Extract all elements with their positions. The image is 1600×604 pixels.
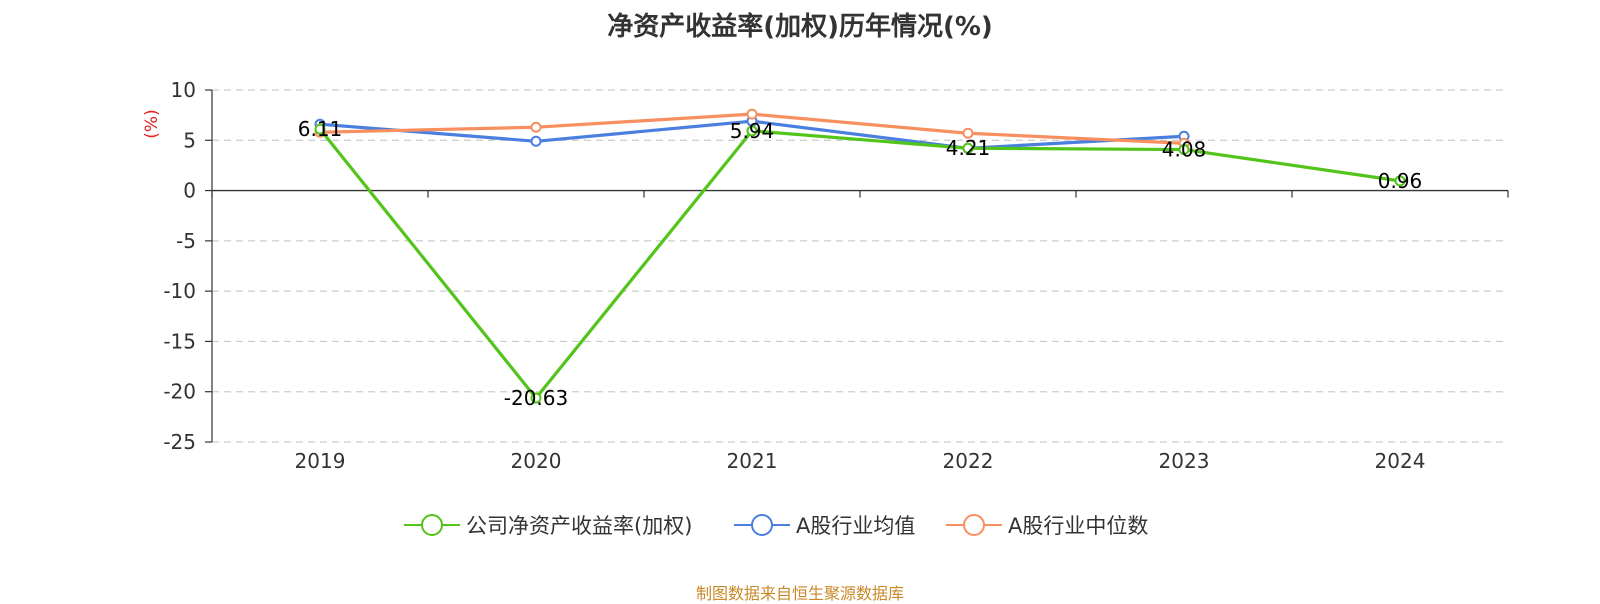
- data-point: [530, 121, 542, 133]
- legend-label: A股行业均值: [796, 514, 915, 538]
- x-tick-label: 2023: [1159, 449, 1210, 473]
- legend-label: 公司净资产收益率(加权): [466, 514, 692, 538]
- data-point: [746, 108, 758, 120]
- data-label: 5.94: [730, 119, 775, 143]
- data-point: [530, 392, 542, 404]
- y-tick-label: -20: [163, 380, 196, 404]
- x-tick-label: 2024: [1375, 449, 1426, 473]
- legend-label: A股行业中位数: [1008, 514, 1148, 538]
- series-layer: [314, 108, 1406, 404]
- y-tick-label: -15: [163, 329, 196, 353]
- chart-title: 净资产收益率(加权)历年情况(%): [607, 12, 993, 42]
- data-point: [746, 125, 758, 137]
- label-layer: 6.11 -20.63 5.94 4.21 4.08 0.96: [298, 117, 1423, 410]
- x-tick-label: 2019: [295, 449, 346, 473]
- series-line: [318, 128, 1401, 400]
- data-point: [530, 135, 542, 147]
- data-label: 6.11: [298, 117, 343, 141]
- y-tick-label: 10: [171, 78, 196, 102]
- data-point: [962, 142, 974, 154]
- data-point: [1394, 175, 1406, 187]
- data-label: 0.96: [1378, 169, 1423, 193]
- y-tick-label: 5: [183, 128, 196, 152]
- data-label: -20.63: [504, 386, 568, 410]
- x-tick-label: 2022: [943, 449, 994, 473]
- data-point: [962, 127, 974, 139]
- legend-marker: [421, 514, 443, 536]
- y-tick-label: -5: [176, 229, 196, 253]
- data-label: 4.08: [1162, 138, 1207, 162]
- legend-marker: [751, 514, 773, 536]
- y-axis-unit-label: (%): [142, 109, 162, 138]
- y-tick-label: 0: [183, 179, 196, 203]
- y-tick-label: -25: [163, 430, 196, 454]
- x-tick-label: 2021: [727, 449, 778, 473]
- grid-layer: [212, 89, 1508, 443]
- source-note: 制图数据来自恒生聚源数据库: [695, 584, 904, 603]
- x-tick-label: 2020: [511, 449, 562, 473]
- axis-layer: 10 5 0 -5 -10 -15 -20 -25 2019 2020 2021 2022 2023 20…: [142, 78, 1509, 473]
- legend-marker: [963, 514, 985, 536]
- data-point: [1178, 144, 1190, 156]
- legend: 公司净资产收益率(加权) A股行业均值 A股行业中位数: [404, 514, 1148, 538]
- data-label: 4.21: [946, 136, 991, 160]
- data-point: [314, 123, 326, 135]
- y-tick-label: -10: [163, 279, 196, 303]
